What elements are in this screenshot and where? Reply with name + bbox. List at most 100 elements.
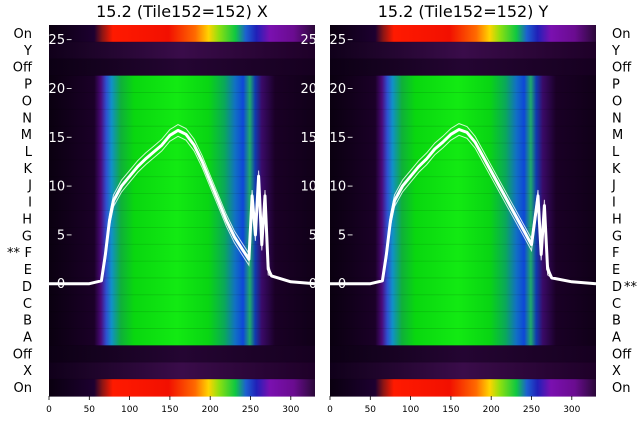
heatmap-row [330,345,596,363]
row-label: Y [23,44,32,59]
x-tick-label: 150 [161,405,178,415]
heatmap-row [49,75,315,94]
row-label: M [21,128,32,143]
heatmap-row [49,311,315,330]
y-tick-label: 10 [330,180,347,195]
trace-line-echo [330,134,597,285]
row-label: E [612,263,620,278]
heatmap-row [330,58,596,77]
row-label: G [22,229,32,244]
row-label: D [22,280,32,295]
y-tick-label-right: 5 [309,228,317,243]
heatmap-row [330,159,596,178]
y-tick-label-right: 10 [300,180,317,195]
heatmap-row [330,75,596,94]
row-label: J [611,179,616,194]
y-tick-label: 15 [330,131,347,146]
heatmap-row [49,41,315,60]
heatmap-row [49,143,315,161]
x-tick-label: 250 [523,405,540,415]
row-label: D [612,280,622,295]
row-label: Off [612,347,632,362]
x-tick-label: 300 [563,405,580,415]
heatmap-row [330,277,596,296]
panels: 15.2 (Tile152=152) XOnYOffPONMLKJIHGF**E… [7,2,638,415]
heatmap-row [330,176,596,195]
row-label: On [612,381,630,396]
row-label: On [14,27,32,42]
row-label: M [612,128,623,143]
heatmap-row [330,311,596,330]
row-label: F [25,246,32,261]
row-label: P [612,78,620,93]
heatmap-row [330,227,596,245]
heatmap-row [330,210,596,228]
row-label: N [612,111,622,126]
row-label: K [23,162,32,177]
y-tick-label: 20 [330,82,347,97]
row-label: H [22,212,32,227]
heatmap-row [330,25,596,43]
heatmap-row [330,294,596,313]
row-label: G [612,229,622,244]
trace-line-echo [49,135,316,285]
row-label: A [612,331,621,346]
row-label: O [612,94,622,109]
x-tick-label: 250 [242,405,259,415]
x-tick-label: 150 [442,405,459,415]
x-tick-label: 200 [483,405,500,415]
heatmap-row [330,244,596,262]
row-label: L [25,145,33,160]
x-tick-label: 50 [84,405,96,415]
y-tick-label-right: 20 [300,82,317,97]
heatmap-row [49,176,315,195]
heatmap-row [49,294,315,313]
row-label: O [22,94,32,109]
heatmap-row [49,25,315,43]
heatmap-row [330,328,596,347]
heatmap-row [49,210,315,228]
heatmap-row [49,345,315,363]
trace-line-echo [49,124,316,285]
selected-row-marker: ** [624,280,638,295]
heatmap-row [330,126,596,144]
y-tick-label-right: 15 [300,131,317,146]
row-label: I [612,196,616,211]
y-tick-label: 10 [49,180,66,195]
row-label: L [612,145,620,160]
row-label: On [14,381,32,396]
row-label: On [612,27,630,42]
heatmap-row [330,41,596,60]
row-label: X [23,364,32,379]
heatmap-row [49,244,315,262]
x-tick-label: 200 [202,405,219,415]
row-label: E [24,263,32,278]
x-tick-label: 100 [121,405,138,415]
heatmap-row [49,193,315,212]
y-tick-label: 25 [330,33,347,48]
row-label: A [23,331,32,346]
x-tick-label: 50 [365,405,377,415]
heatmap-row [49,362,315,380]
heatmap-row [330,379,596,397]
y-tick-label: 25 [49,33,66,48]
row-label: H [612,212,622,227]
row-label: N [22,111,32,126]
y-tick-label: 20 [49,82,66,97]
heatmap-row [330,193,596,212]
heatmap-row [49,277,315,296]
x-tick-label: 100 [402,405,419,415]
row-label: K [612,162,621,177]
row-label: X [612,364,621,379]
y-tick-label: 15 [49,131,66,146]
y-tick-label: 5 [57,228,65,243]
row-label: C [23,297,32,312]
heatmap-row [49,328,315,347]
heatmap-row [49,227,315,245]
chart-title: 15.2 (Tile152=152) X [96,2,268,21]
x-tick-label: 0 [46,405,52,415]
heatmap-row [330,92,596,110]
heatmap-row [330,362,596,380]
